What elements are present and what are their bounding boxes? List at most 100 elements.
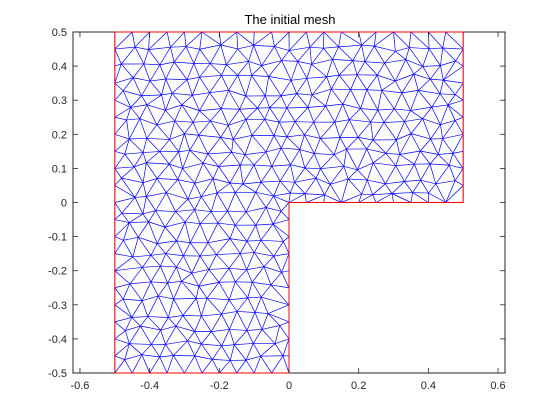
mesh-edge (242, 164, 255, 185)
mesh-edge (254, 252, 265, 267)
mesh-edge (226, 48, 238, 65)
mesh-edge (198, 134, 221, 138)
mesh-edge (251, 119, 266, 136)
mesh-edge (134, 182, 144, 198)
mesh-edge (199, 92, 210, 111)
chart-title: The initial mesh (244, 12, 335, 27)
mesh-edge (357, 148, 368, 170)
mesh-edge (165, 78, 188, 80)
mesh-edge (383, 121, 405, 123)
mesh-edge (192, 110, 200, 123)
mesh-edge (299, 149, 306, 169)
mesh-edge (396, 133, 412, 141)
mesh-edge (237, 61, 249, 76)
mesh-edge (203, 162, 219, 167)
mesh-edge (330, 178, 349, 185)
mesh-edge (201, 315, 212, 332)
mesh-edge (260, 166, 273, 183)
mesh-edge (208, 267, 230, 270)
x-tick-label: -0.4 (140, 380, 159, 392)
mesh-edge (422, 106, 432, 119)
mesh-edge (201, 343, 213, 360)
mesh-edge (268, 76, 292, 81)
mesh-edge (146, 94, 162, 106)
mesh-edge (194, 355, 213, 360)
mesh-edge (124, 138, 130, 155)
mesh-edge (273, 122, 280, 136)
mesh-edge (139, 104, 148, 119)
mesh-edge (161, 78, 167, 95)
mesh-edge (221, 64, 227, 76)
mesh-edge (326, 59, 333, 78)
mesh-edge (173, 340, 188, 356)
mesh-edge (445, 185, 464, 203)
mesh-edge (244, 154, 255, 166)
mesh-edge (147, 316, 169, 318)
mesh-edge (360, 108, 372, 123)
mesh-edge (361, 44, 375, 47)
mesh-edge (178, 151, 183, 169)
mesh-edge (159, 151, 170, 165)
mesh-edge (429, 78, 441, 94)
mesh-edge (374, 31, 394, 47)
mesh-edge (306, 194, 325, 203)
mesh-edge (217, 210, 228, 224)
mesh-edge (377, 108, 395, 111)
mesh-edge (343, 148, 347, 167)
mesh-edge (181, 104, 194, 123)
mesh-edge (290, 192, 306, 195)
mesh-edge (442, 133, 464, 140)
mesh-edge (131, 31, 136, 48)
mesh-edge (210, 120, 221, 138)
mesh-edge (370, 109, 379, 123)
mesh-edge (182, 150, 191, 169)
mesh-edge (349, 119, 371, 123)
mesh-edge (399, 150, 421, 155)
y-axis: -0.5 -0.4 -0.3 -0.2 -0.1 0 0.1 0.2 0.3 0.4 0.5 (48, 27, 505, 380)
mesh-edge (348, 178, 368, 181)
mesh-edge (260, 296, 269, 314)
mesh-edge (443, 79, 456, 95)
mesh-edge (348, 119, 359, 138)
mesh-edge (175, 326, 188, 342)
mesh-edge (123, 90, 142, 97)
mesh-edge (393, 92, 403, 110)
x-tick-label: 0.4 (421, 380, 436, 392)
mesh-edge (159, 47, 171, 66)
mesh-edge (396, 121, 405, 140)
y-tick-label: -0.2 (48, 266, 67, 278)
mesh-edge (294, 167, 306, 183)
mesh-edge (212, 166, 219, 179)
mesh-edge (342, 89, 351, 105)
mesh-edge (114, 253, 133, 258)
mesh-edge (272, 223, 290, 237)
mesh-edge (198, 286, 208, 299)
mesh-edge (212, 178, 218, 194)
mesh-edge (323, 31, 339, 48)
mesh-edge (280, 147, 291, 165)
mesh-edge (176, 266, 182, 282)
mesh-edge (314, 153, 335, 156)
mesh-edge (200, 254, 217, 257)
mesh-edge (160, 317, 169, 331)
mesh-edge (131, 317, 141, 327)
mesh-edge (261, 284, 272, 298)
mesh-edge (209, 92, 222, 109)
mesh-edge (114, 166, 135, 169)
mesh-edge (229, 344, 235, 361)
mesh-edge (166, 179, 179, 193)
mesh-edge (286, 121, 296, 138)
mesh-edge (437, 154, 450, 166)
mesh-edge (198, 269, 210, 287)
mesh-edge (244, 135, 253, 155)
mesh-edge (114, 355, 125, 360)
mesh-edge (186, 76, 200, 80)
mesh-edge (279, 180, 291, 194)
mesh-edge (227, 125, 234, 140)
mesh-edge (410, 118, 423, 134)
mesh-edge (142, 295, 159, 301)
mesh-edge (341, 193, 362, 203)
mesh-edge (366, 89, 382, 91)
mesh-edge (165, 340, 188, 345)
mesh-edge (283, 236, 290, 242)
